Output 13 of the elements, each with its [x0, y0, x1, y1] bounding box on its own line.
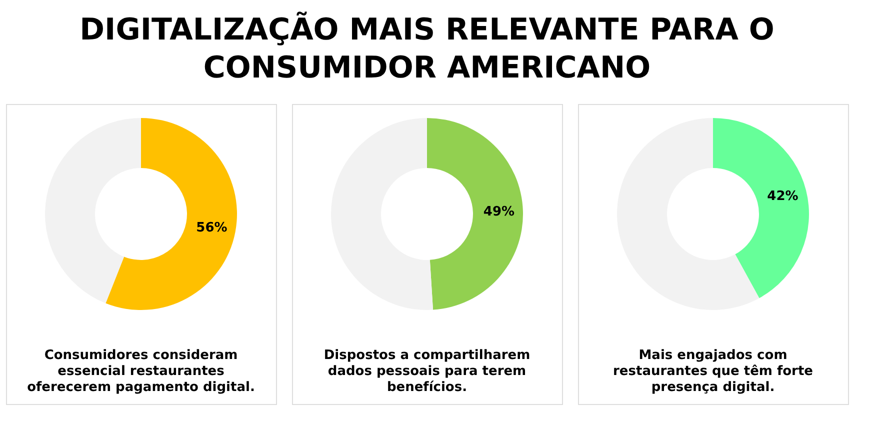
donut-slice [331, 118, 434, 310]
donut-slice [427, 118, 523, 310]
donut-slice [106, 118, 237, 310]
data-label: 49% [483, 204, 515, 220]
text: DIGITALIZAÇÃO MAIS RELEVANTE PARA O CONSUMIDOR AMERICANO [80, 12, 774, 86]
donut-slice [45, 118, 141, 304]
text: Mais engajados com restaurantes que têm forte presença digital. [613, 348, 814, 395]
donut-slice [617, 118, 760, 310]
data-label: 56% [196, 220, 228, 236]
text: Consumidores consideram essencial restaurantes oferecerem pagamento digital. [27, 348, 255, 395]
data-label: 42% [767, 189, 798, 204]
donut-slice [713, 118, 809, 298]
text: Dispostos a compartilharem dados pessoais para terem benefícios. [324, 348, 530, 395]
